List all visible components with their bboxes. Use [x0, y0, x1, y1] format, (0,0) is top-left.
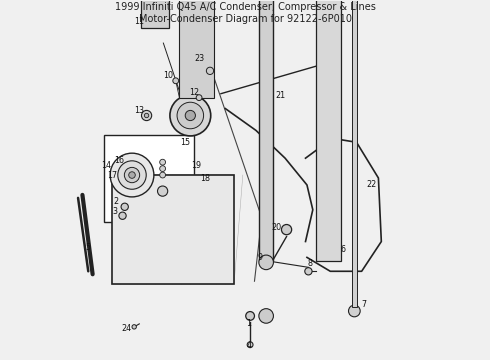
Text: 9: 9 [257, 253, 262, 262]
Bar [316, 0, 341, 261]
Text: 4: 4 [246, 341, 251, 350]
Circle shape [206, 67, 214, 75]
Circle shape [129, 172, 135, 178]
Text: 3: 3 [112, 207, 117, 216]
Circle shape [170, 95, 211, 136]
Text: 14: 14 [101, 161, 112, 170]
Circle shape [305, 267, 312, 275]
Circle shape [121, 203, 128, 211]
Circle shape [132, 325, 136, 329]
Bar [112, 175, 234, 284]
Text: 23: 23 [195, 54, 205, 63]
Text: 19: 19 [191, 161, 201, 170]
Text: 1999 Infiniti Q45 A/C Condenser, Compressor & Lines
Motor-Condenser Diagram for : 1999 Infiniti Q45 A/C Condenser, Compres… [115, 2, 375, 24]
Text: 11: 11 [134, 17, 144, 26]
Text: 1: 1 [246, 319, 251, 328]
Bar [142, 0, 169, 28]
Text: 2: 2 [113, 197, 119, 206]
Circle shape [247, 342, 253, 348]
Circle shape [196, 95, 202, 100]
Circle shape [110, 153, 154, 197]
Circle shape [160, 172, 166, 178]
Circle shape [185, 111, 196, 121]
Text: 12: 12 [190, 88, 200, 97]
Text: 18: 18 [200, 174, 210, 183]
Text: 16: 16 [114, 156, 124, 165]
Text: 7: 7 [361, 300, 367, 309]
Circle shape [118, 161, 146, 189]
Text: 24: 24 [121, 324, 131, 333]
Circle shape [160, 166, 166, 171]
Circle shape [173, 78, 179, 84]
Circle shape [145, 113, 149, 118]
Text: 8: 8 [307, 259, 313, 268]
Circle shape [177, 102, 203, 129]
Circle shape [259, 309, 273, 323]
Bar [104, 135, 194, 222]
Text: 20: 20 [271, 223, 281, 232]
Circle shape [124, 167, 140, 183]
Bar [352, 0, 357, 307]
Circle shape [259, 255, 273, 270]
Circle shape [245, 311, 254, 320]
Circle shape [142, 111, 152, 121]
Bar [179, 0, 215, 98]
Text: 17: 17 [107, 171, 118, 180]
Text: 15: 15 [180, 138, 190, 147]
Circle shape [157, 186, 168, 196]
Bar [259, 0, 273, 261]
Circle shape [281, 225, 292, 235]
Text: 21: 21 [275, 91, 285, 100]
Text: 6: 6 [341, 245, 346, 254]
Text: 5: 5 [86, 243, 91, 252]
Text: 22: 22 [366, 180, 376, 189]
Circle shape [160, 159, 166, 165]
Circle shape [119, 212, 126, 219]
Circle shape [348, 305, 360, 317]
Text: 10: 10 [164, 71, 173, 80]
Text: 13: 13 [134, 106, 144, 115]
